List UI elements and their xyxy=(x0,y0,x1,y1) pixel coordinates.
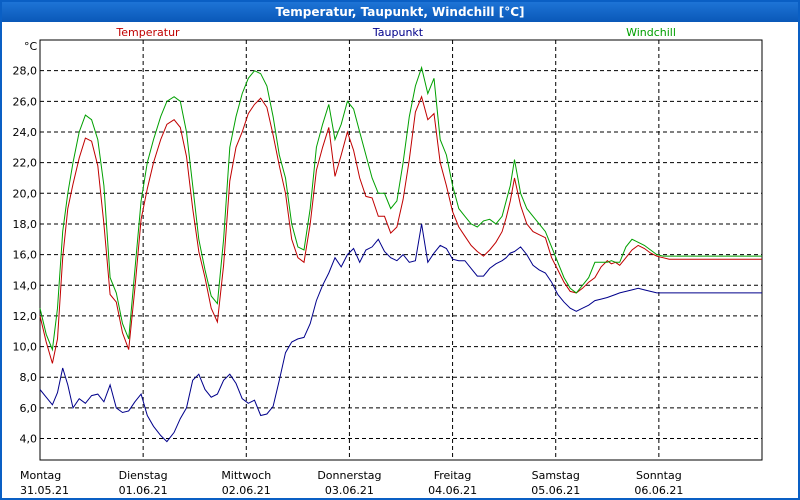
x-tick-date: 03.06.21 xyxy=(325,484,374,497)
x-tick-date: 05.06.21 xyxy=(531,484,580,497)
y-tick-label: 6,0 xyxy=(20,402,38,415)
series-line-windchill xyxy=(39,65,762,352)
x-tick-day: Freitag xyxy=(434,469,472,482)
y-tick-label: 28,0 xyxy=(13,65,38,78)
x-axis-ticks: Montag 31.05.21 Dienstag 01.06.21 Mittwoch 02… xyxy=(20,469,683,497)
y-tick-label: 12,0 xyxy=(13,310,38,323)
y-tick-label: 14,0 xyxy=(13,279,38,292)
x-tick-date: 02.06.21 xyxy=(222,484,271,497)
y-tick-label: 8,0 xyxy=(20,371,38,384)
x-tick-day: Samstag xyxy=(532,469,580,482)
series-line-taupunkt xyxy=(39,223,762,443)
legend-taupunkt: Taupunkt xyxy=(372,26,424,39)
chart-title: Temperatur, Taupunkt, Windchill [°C] xyxy=(2,2,798,22)
grid-lines xyxy=(40,40,762,460)
y-tick-label: 4,0 xyxy=(20,433,38,446)
y-tick-label: 20,0 xyxy=(13,187,38,200)
x-tick-date: 06.06.21 xyxy=(634,484,683,497)
y-tick-label: 26,0 xyxy=(13,95,38,108)
plot-area-border xyxy=(39,39,763,461)
y-tick-label: 16,0 xyxy=(13,249,38,262)
x-tick-date: 04.06.21 xyxy=(428,484,477,497)
legend-temperatur: Temperatur xyxy=(115,26,180,39)
x-tick-day: Donnerstag xyxy=(317,469,381,482)
y-axis-ticks: 4,0 6,0 8,0 10,0 12,0 14,0 16,0 18,0 20,0 22,0 24,… xyxy=(13,65,38,446)
x-tick-day: Montag xyxy=(20,469,61,482)
x-tick-day: Mittwoch xyxy=(221,469,271,482)
x-tick-day: Sonntag xyxy=(636,469,682,482)
y-tick-label: 22,0 xyxy=(13,157,38,170)
y-tick-label: 18,0 xyxy=(13,218,38,231)
y-axis-unit: °C xyxy=(24,40,38,53)
x-tick-date: 01.06.21 xyxy=(119,484,168,497)
legend-windchill: Windchill xyxy=(626,26,676,39)
series-lines xyxy=(39,65,762,443)
series-line-temperatur xyxy=(39,95,762,364)
y-tick-label: 10,0 xyxy=(13,341,38,354)
y-tick-label: 24,0 xyxy=(13,126,38,139)
x-tick-date: 31.05.21 xyxy=(20,484,69,497)
x-tick-day: Dienstag xyxy=(119,469,168,482)
